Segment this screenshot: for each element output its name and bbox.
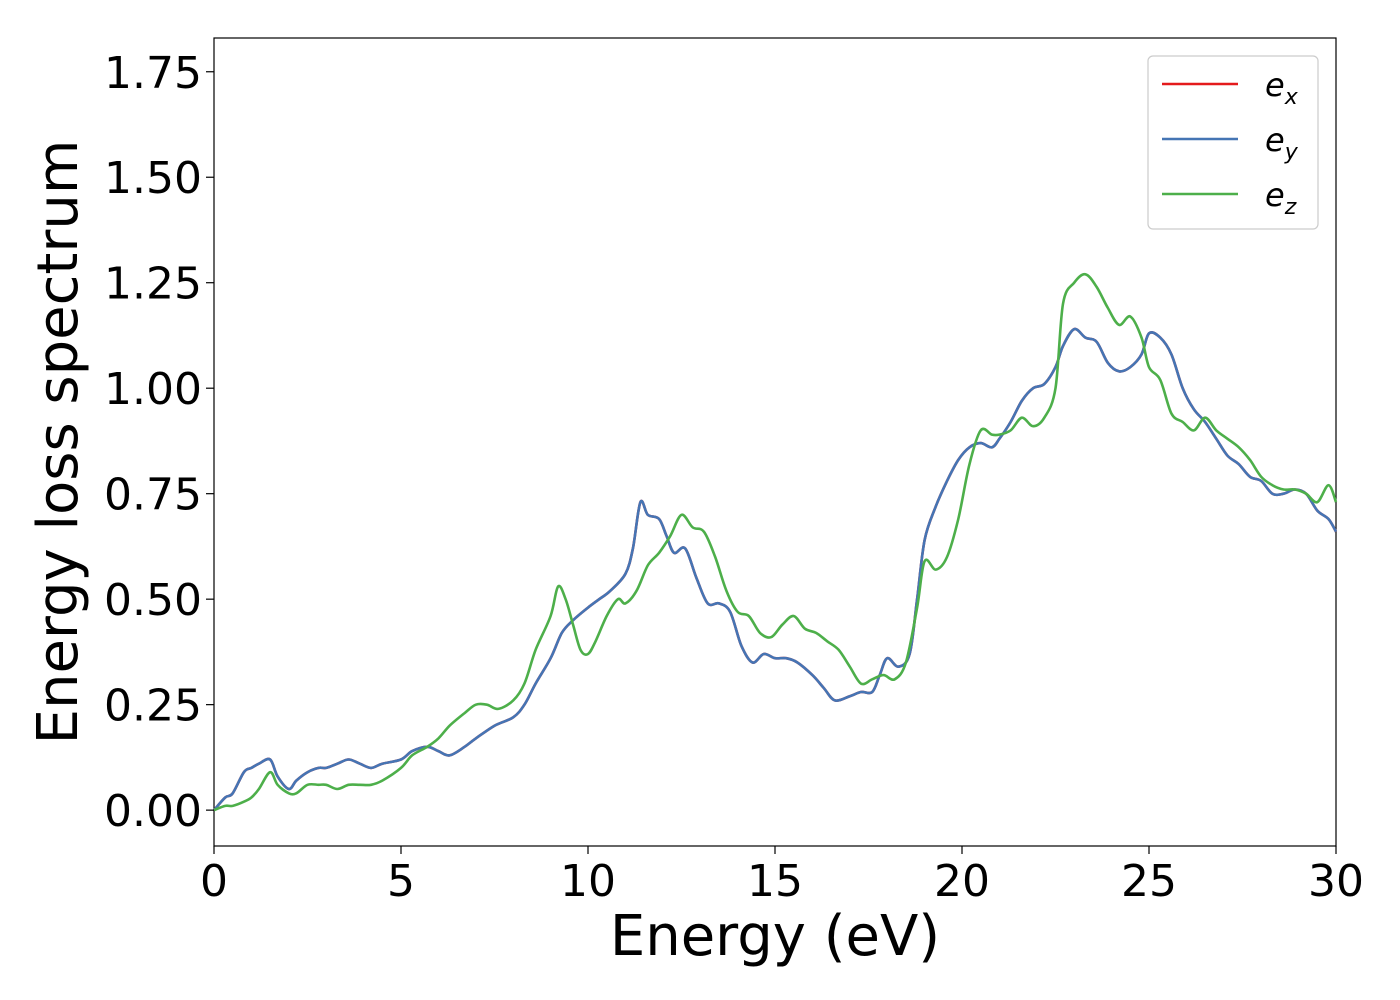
x-tick-label: 10 <box>560 856 616 907</box>
legend-label-y: ey <box>1265 121 1299 165</box>
x-axis-label: Energy (eV) <box>610 904 940 969</box>
x-tick-label: 30 <box>1308 856 1364 907</box>
series-line-z <box>213 272 1338 812</box>
y-axis-label: Energy loss spectrum <box>26 140 91 745</box>
x-tick-label: 25 <box>1121 856 1177 907</box>
y-tick-label: 1.25 <box>104 259 202 310</box>
x-tick-label: 20 <box>934 856 990 907</box>
y-tick-label: 0.75 <box>104 470 202 521</box>
legend-label-x: ex <box>1265 66 1299 110</box>
y-tick-label: 0.25 <box>104 681 202 732</box>
series-line-y <box>213 327 1338 811</box>
legend-box <box>1147 55 1319 230</box>
y-axis-ticks: 0.00 0.25 0.50 0.75 1.00 1.25 1.50 1.75 <box>104 48 214 837</box>
y-tick-label: 0.00 <box>104 786 202 837</box>
series-group <box>213 272 1338 812</box>
y-tick-label: 1.75 <box>104 48 202 99</box>
y-tick-label: 1.50 <box>104 153 202 204</box>
x-tick-label: 15 <box>747 856 803 907</box>
x-axis-ticks: 0 5 10 15 20 25 30 <box>200 846 1364 907</box>
y-tick-label: 0.50 <box>104 575 202 626</box>
x-tick-label: 0 <box>200 856 228 907</box>
legend-label-z: ez <box>1265 176 1297 220</box>
legend-items: ex ey ez <box>1162 66 1299 220</box>
legend: ex ey ez <box>1147 55 1319 230</box>
y-tick-label: 1.00 <box>104 364 202 415</box>
x-tick-label: 5 <box>387 856 415 907</box>
